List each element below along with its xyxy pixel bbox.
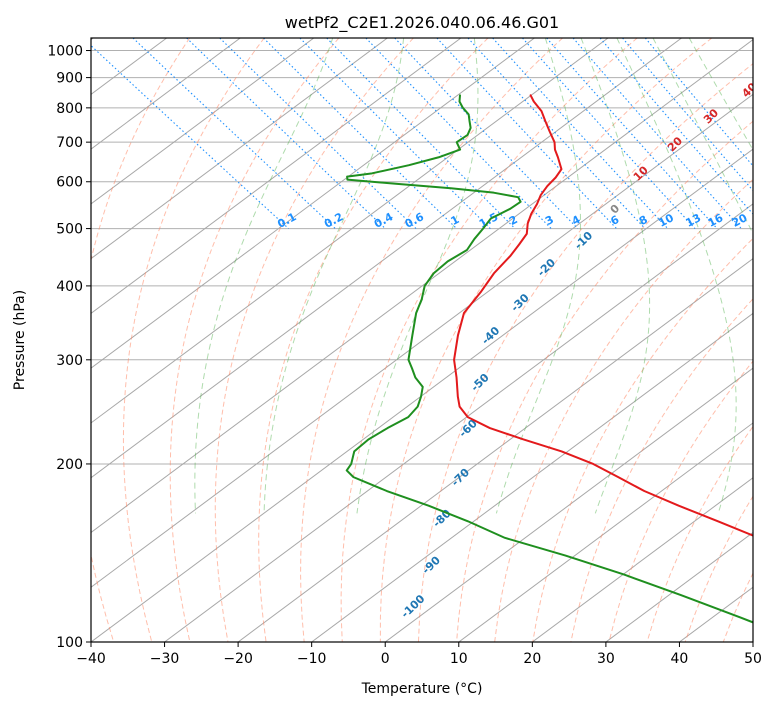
x-tick-label: 10 [450, 651, 468, 667]
isotherm-line [164, 203, 753, 642]
x-tick-label: 40 [671, 651, 689, 667]
x-axis-title: Temperature (°C) [361, 681, 483, 697]
moist-adiabat-line [580, 38, 651, 514]
axes: −40 −30 −20 −10 0 10 20 30 40 50 100 200 300 400 500 60… [47, 44, 762, 667]
dry-adiabat-line [214, 38, 414, 642]
dry-adiabat-line [456, 120, 753, 642]
y-tick-label: 800 [56, 101, 83, 117]
moist-adiabat-line [495, 38, 581, 514]
isotherm-line [384, 367, 753, 642]
mixing-ratio-label: 13 [684, 211, 704, 230]
y-tick-label: 500 [56, 222, 83, 238]
y-tick-label: 100 [56, 635, 83, 651]
moist-adiabat-line [652, 38, 753, 235]
dry-adiabat-line [379, 38, 713, 642]
mixing-ratio-line [467, 38, 646, 229]
y-axis-title: Pressure (hPa) [12, 290, 28, 390]
y-tick-label: 300 [56, 353, 83, 369]
moist-adiabat-line [688, 38, 753, 151]
moist-adiabat-line [194, 38, 334, 514]
mixing-ratio-line [365, 38, 552, 229]
isotherm-line [91, 38, 388, 260]
mixing-ratio-label: 20 [730, 211, 750, 230]
dry-adiabat-line [122, 38, 265, 642]
isotherm-line [532, 477, 753, 642]
isotherm-line [605, 531, 753, 642]
mixing-ratio-line [91, 44, 289, 229]
dry-adiabat-line [169, 38, 340, 642]
moist-adiabat-line [616, 38, 737, 514]
mixing-ratio-label: 16 [706, 211, 726, 230]
y-tick-label: 200 [56, 457, 83, 473]
chart-title: wetPf2_C2E1.2026.040.06.46.G01 [285, 13, 559, 33]
dry-adiabat-line [340, 38, 638, 642]
plot-area: 0.10.20.40.611.52346810131620253036-100-… [91, 38, 753, 642]
x-tick-label: 20 [523, 651, 541, 667]
dry-adiabat-line [300, 38, 563, 642]
isotherm-line [91, 148, 753, 642]
mixing-ratio-line [522, 38, 696, 229]
x-tick-label: 0 [381, 651, 390, 667]
isotherm-line [91, 38, 753, 534]
dry-adiabat-line [608, 360, 753, 642]
isotherm-line [91, 93, 753, 588]
x-tick-label: −20 [223, 651, 253, 667]
x-tick-label: −30 [150, 651, 180, 667]
isotherm-line [91, 38, 682, 479]
isotherm-line [458, 422, 753, 642]
isotherm-line [311, 312, 753, 642]
temperature-profile-line [453, 94, 753, 537]
mixing-ratio-line [132, 38, 336, 229]
dry-adiabat-line [532, 237, 753, 642]
dry-adiabat-line [494, 178, 753, 642]
moist-adiabat-line [263, 38, 405, 514]
moist-adiabat-line [356, 38, 479, 514]
y-tick-label: 400 [56, 279, 83, 295]
y-tick-label: 600 [56, 175, 83, 191]
y-tick-label: 1000 [47, 44, 83, 60]
x-tick-label: −40 [76, 651, 106, 667]
isotherm-line [91, 38, 315, 205]
mixing-ratio-line [492, 38, 669, 229]
x-tick-label: −10 [297, 651, 327, 667]
isotherm-line [237, 258, 753, 642]
x-tick-label: 50 [744, 651, 762, 667]
mixing-ratio-line [572, 38, 742, 229]
dewpoint-profile-line [345, 94, 753, 624]
mixing-ratio-line [326, 38, 516, 229]
isotherm-line [91, 38, 462, 315]
isotherm-line [91, 38, 609, 424]
mixing-ratio-line [299, 38, 491, 229]
dry-adiabat-line [417, 63, 753, 642]
y-tick-label: 900 [56, 71, 83, 87]
mixing-ratio-label: 10 [656, 211, 676, 230]
dry-adiabat-line [91, 38, 191, 642]
mixing-ratio-line [394, 38, 579, 229]
y-tick-label: 700 [56, 135, 83, 151]
isotherm-line [91, 38, 241, 150]
x-tick-label: 30 [597, 651, 615, 667]
mixing-ratio-line [186, 38, 386, 229]
dry-adiabat-line [258, 38, 489, 642]
mixing-ratio-line [546, 38, 718, 229]
mixing-ratio-line [436, 38, 617, 229]
plot-frame [90, 37, 754, 643]
